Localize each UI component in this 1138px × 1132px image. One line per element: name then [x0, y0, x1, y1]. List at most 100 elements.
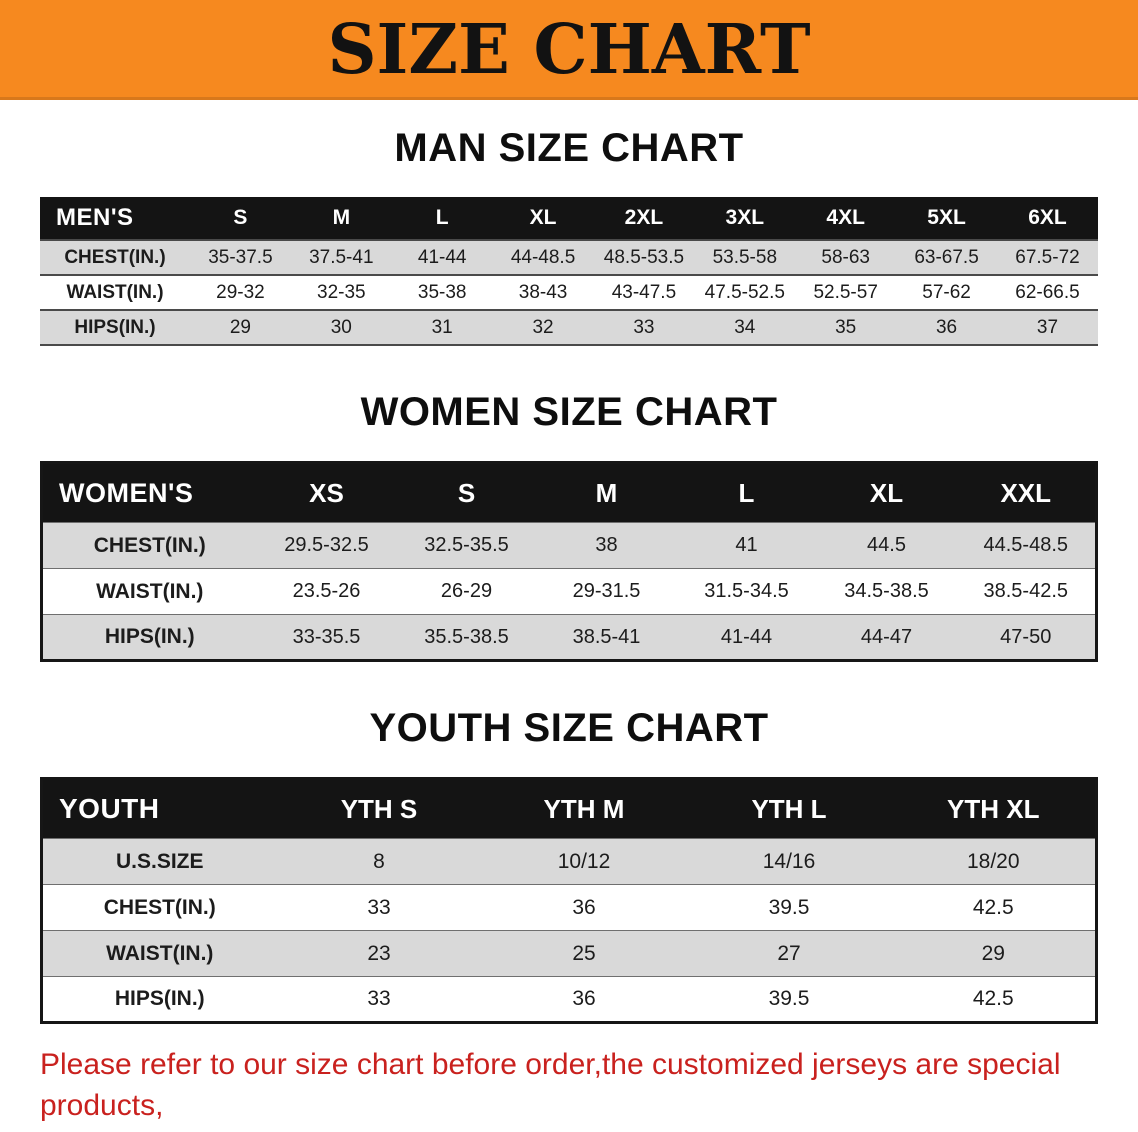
size-value: 33	[633, 316, 655, 338]
measure-row: WAIST(IN.) 23 25 27 29	[41, 930, 1097, 977]
size-value: 67.5-72	[1015, 246, 1080, 268]
size-value: 39.5	[768, 987, 810, 1010]
measure-row: HIPS(IN.) 29 30 31 32 33 34 35 36 37	[40, 310, 1098, 345]
size-value: 33	[367, 895, 391, 919]
table-group-label: WOMEN'S	[41, 462, 257, 523]
size-value: 43-47.5	[611, 281, 677, 303]
header-row: MEN'S S M L XL 2XL 3XL 4XL 5XL 6XL	[40, 197, 1098, 240]
table-group-label: MEN'S	[40, 197, 190, 240]
women-chart-title: WOMEN SIZE CHART	[360, 390, 778, 434]
youth-chart-title: YOUTH SIZE CHART	[369, 706, 769, 750]
size-value: 42.5	[972, 987, 1014, 1010]
size-column-header: YTH L	[686, 778, 892, 839]
size-column-header: YTH M	[481, 778, 687, 839]
size-value: 32-35	[317, 281, 366, 303]
size-column-header: S	[190, 197, 291, 240]
measure-row: HIPS(IN.) 33-35.5 35.5-38.5 38.5-41 41-44 44-…	[41, 614, 1097, 661]
size-value: 35.5-38.5	[424, 625, 509, 648]
size-value: 42.5	[972, 895, 1014, 919]
size-column-header: 2XL	[593, 197, 695, 240]
size-value: 44.5	[867, 534, 906, 556]
men-chart-title: MAN SIZE CHART	[394, 126, 744, 170]
size-value: 63-67.5	[914, 246, 979, 268]
size-column-header: M	[290, 197, 392, 240]
size-value: 29	[981, 941, 1005, 965]
size-value: 57-62	[922, 281, 971, 303]
size-value: 38.5-41	[572, 625, 641, 648]
row-label: U.S.SIZE	[115, 849, 204, 873]
order-note: Please refer to our size chart before or…	[40, 1044, 1138, 1132]
size-value: 27	[777, 941, 801, 965]
size-value: 23	[367, 941, 391, 965]
women-size-section: WOMEN SIZE CHART WOMEN'S XS S M L XL XXL CHEST(…	[0, 390, 1138, 662]
size-value: 34.5-38.5	[844, 580, 929, 602]
size-value: 14/16	[762, 849, 816, 873]
size-value: 44-48.5	[510, 246, 576, 268]
size-value: 31	[431, 316, 453, 338]
size-value: 30	[330, 316, 352, 338]
size-column-header: 5XL	[896, 197, 997, 240]
note-line-2: we don't accept cancel, change, teturn o…	[40, 1127, 1138, 1132]
size-value: 48.5-53.5	[603, 246, 685, 268]
size-value: 33	[367, 987, 391, 1010]
row-label: WAIST(IN.)	[96, 579, 204, 603]
measure-row: CHEST(IN.) 35-37.5 37.5-41 41-44 44-48.5 48.5…	[40, 240, 1098, 275]
youth-size-table: YOUTH YTH S YTH M YTH L YTH XL U.S.SIZE 8 10/12…	[40, 777, 1098, 1024]
row-label: HIPS(IN.)	[74, 316, 156, 338]
size-value: 41	[735, 534, 758, 556]
note-line-1: Please refer to our size chart before or…	[40, 1048, 1061, 1123]
measure-row: U.S.SIZE 8 10/12 14/16 18/20	[41, 838, 1097, 885]
size-value: 39.5	[768, 895, 810, 919]
row-label: WAIST(IN.)	[106, 941, 214, 965]
size-value: 10/12	[557, 849, 611, 873]
size-column-header: 4XL	[795, 197, 897, 240]
size-value: 29	[229, 316, 251, 338]
size-value: 38.5-42.5	[983, 580, 1068, 602]
women-size-table: WOMEN'S XS S M L XL XXL CHEST(IN.) 29.5-32.5 32.5…	[40, 461, 1098, 662]
row-label: CHEST(IN.)	[93, 533, 206, 557]
size-column-header: YTH S	[276, 778, 482, 839]
size-value: 29.5-32.5	[284, 534, 369, 556]
size-value: 52.5-57	[813, 281, 878, 303]
size-value: 36	[572, 895, 596, 919]
header-row: WOMEN'S XS S M L XL XXL	[41, 462, 1097, 523]
size-value: 37	[1036, 316, 1059, 338]
size-value: 26-29	[440, 580, 493, 602]
size-value: 35	[835, 316, 857, 338]
youth-size-section: YOUTH SIZE CHART YOUTH YTH S YTH M YTH L YTH…	[0, 706, 1138, 1024]
size-value: 31.5-34.5	[704, 580, 789, 602]
size-value: 41-44	[720, 625, 773, 648]
table-group-label: YOUTH	[41, 778, 277, 839]
size-value: 18/20	[966, 849, 1020, 873]
size-value: 29-32	[216, 281, 265, 303]
size-value: 44-47	[860, 625, 913, 648]
header-row: YOUTH YTH S YTH M YTH L YTH XL	[41, 778, 1097, 839]
row-label: HIPS(IN.)	[104, 625, 195, 648]
size-column-header: 3XL	[694, 197, 796, 240]
size-column-header: S	[396, 462, 537, 523]
size-value: 47-50	[1000, 625, 1052, 648]
size-value: 44.5-48.5	[983, 534, 1068, 556]
size-value: 25	[572, 941, 596, 965]
size-column-header: XL	[816, 462, 957, 523]
row-label: CHEST(IN.)	[103, 895, 216, 919]
row-label: WAIST(IN.)	[66, 281, 164, 303]
size-value: 38-43	[518, 281, 568, 303]
size-value: 36	[935, 316, 958, 338]
size-value: 37.5-41	[309, 246, 374, 268]
banner: SIZE CHART	[0, 0, 1138, 100]
size-value: 8	[373, 849, 385, 873]
size-value: 23.5-26	[292, 580, 361, 602]
size-value: 62-66.5	[1015, 281, 1080, 303]
measure-row: WAIST(IN.) 29-32 32-35 35-38 38-43 43-47.5 47.…	[40, 275, 1098, 310]
page-title: SIZE CHART	[327, 10, 811, 90]
size-value: 36	[572, 987, 596, 1010]
size-value: 34	[734, 316, 756, 338]
size-column-header: L	[391, 197, 493, 240]
measure-row: WAIST(IN.) 23.5-26 26-29 29-31.5 31.5-34.5 34…	[41, 568, 1097, 615]
size-value: 32	[532, 316, 554, 338]
size-column-header: YTH XL	[891, 778, 1097, 839]
size-value: 32.5-35.5	[424, 534, 509, 556]
size-column-header: M	[536, 462, 677, 523]
size-column-header: XL	[492, 197, 594, 240]
